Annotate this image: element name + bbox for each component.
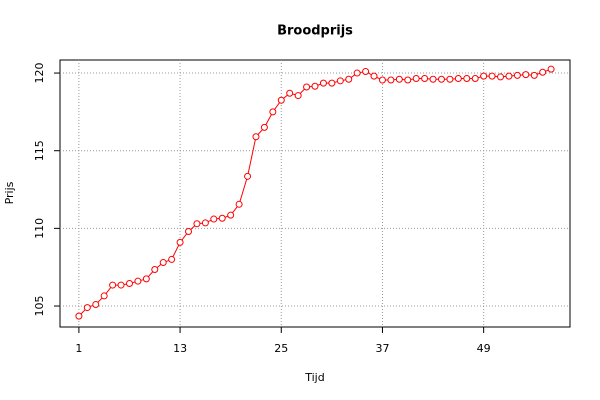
x-axis-label: Tijd [304, 371, 324, 384]
point [429, 75, 437, 83]
point [185, 227, 193, 235]
point [539, 68, 547, 76]
point [463, 74, 471, 82]
point [311, 82, 319, 90]
point [471, 74, 479, 82]
y-tick-label: 115 [33, 140, 46, 161]
point [244, 172, 252, 180]
point [345, 75, 353, 83]
point [286, 89, 294, 97]
point [134, 277, 142, 285]
y-tick-label: 110 [33, 218, 46, 239]
point [218, 214, 226, 222]
point [319, 79, 327, 87]
x-tick-label: 13 [173, 342, 187, 355]
point [412, 74, 420, 82]
point [201, 219, 209, 227]
point [497, 73, 505, 81]
point [437, 75, 445, 83]
point [235, 200, 243, 208]
plot-frame [59, 59, 571, 328]
point [513, 71, 521, 79]
point [193, 220, 201, 228]
point [260, 123, 268, 131]
point [505, 72, 513, 80]
y-tick-label: 105 [33, 296, 46, 317]
point [168, 255, 176, 263]
point [142, 275, 150, 283]
point [92, 300, 100, 308]
point [336, 77, 344, 85]
y-axis-label: Prijs [3, 181, 16, 204]
point [353, 69, 361, 77]
x-tick-label: 49 [477, 342, 491, 355]
point [530, 71, 538, 79]
y-tick-label: 120 [33, 63, 46, 84]
point [176, 238, 184, 246]
point [547, 65, 555, 73]
point [303, 83, 311, 91]
point [480, 72, 488, 80]
point [488, 72, 496, 80]
point [151, 266, 159, 274]
point [277, 96, 285, 104]
x-tick-label: 1 [75, 342, 82, 355]
point [454, 74, 462, 82]
point [210, 215, 218, 223]
point [404, 76, 412, 84]
x-tick-label: 37 [375, 342, 389, 355]
point [387, 76, 395, 84]
point [269, 108, 277, 116]
point [446, 75, 454, 83]
point [100, 292, 108, 300]
point [378, 76, 386, 84]
point [159, 259, 167, 267]
point [362, 67, 370, 75]
point [117, 281, 125, 289]
point [395, 75, 403, 83]
point [109, 281, 117, 289]
point [252, 133, 260, 141]
point [75, 312, 83, 320]
point [227, 211, 235, 219]
point [421, 74, 429, 82]
point [83, 304, 91, 312]
x-tick-label: 25 [274, 342, 288, 355]
point [522, 71, 530, 79]
point [125, 280, 133, 288]
chart-title: Broodprijs [277, 24, 353, 39]
point [370, 72, 378, 80]
point [328, 79, 336, 87]
point [294, 92, 302, 100]
